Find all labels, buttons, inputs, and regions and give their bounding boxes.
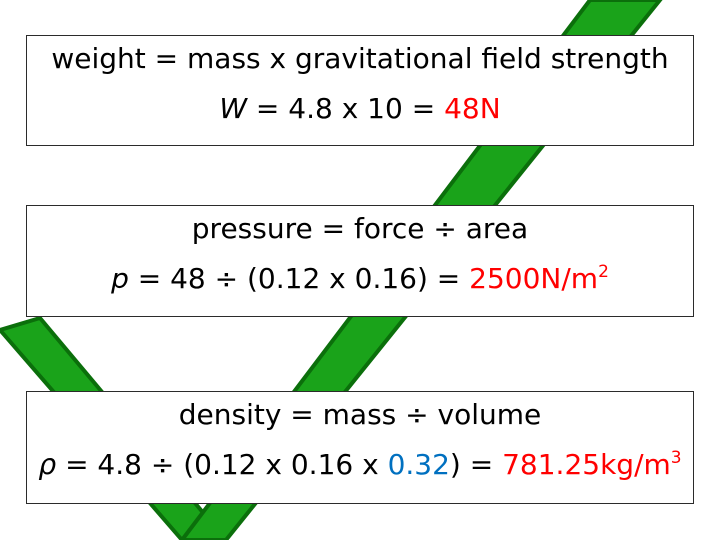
- weight-symbol: W: [219, 92, 248, 125]
- density-answer-exponent: 3: [670, 448, 682, 468]
- pressure-symbol: p: [111, 262, 129, 295]
- density-answer: 781.25kg/m3: [502, 448, 682, 481]
- pressure-formula: pressure = force ÷ area: [191, 212, 529, 245]
- pressure-answer-exponent: 2: [598, 262, 609, 282]
- density-answer-value: 781.25kg/m: [502, 448, 671, 481]
- pressure-calculation: p = 48 ÷ (0.12 x 0.16) = 2500N/m2: [27, 262, 693, 296]
- weight-formula: weight = mass x gravitational field stre…: [51, 42, 669, 75]
- weight-answer: 48N: [444, 92, 501, 125]
- weight-calculation-box: weight = mass x gravitational field stre…: [26, 35, 694, 146]
- weight-calc: = 4.8 x 10 =: [247, 92, 445, 125]
- density-calc-before: = 4.8 ÷ (0.12 x 0.16 x: [56, 448, 388, 481]
- pressure-answer: 2500N/m2: [469, 262, 609, 295]
- density-highlight-value: 0.32: [387, 448, 450, 481]
- density-calc-after: ) =: [449, 448, 503, 481]
- pressure-calc: = 48 ÷ (0.12 x 0.16) =: [128, 262, 470, 295]
- pressure-answer-value: 2500N/m: [469, 262, 599, 295]
- weight-calculation: W = 4.8 x 10 = 48N: [27, 92, 693, 126]
- density-symbol: ρ: [38, 448, 57, 481]
- density-calculation-box: density = mass ÷ volume ρ = 4.8 ÷ (0.12 …: [26, 391, 694, 504]
- density-calculation: ρ = 4.8 ÷ (0.12 x 0.16 x 0.32) = 781.25k…: [27, 448, 693, 482]
- pressure-calculation-box: pressure = force ÷ area p = 48 ÷ (0.12 x…: [26, 205, 694, 317]
- density-formula: density = mass ÷ volume: [178, 398, 542, 431]
